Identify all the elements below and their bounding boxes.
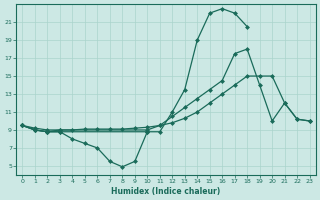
X-axis label: Humidex (Indice chaleur): Humidex (Indice chaleur) [111,187,221,196]
